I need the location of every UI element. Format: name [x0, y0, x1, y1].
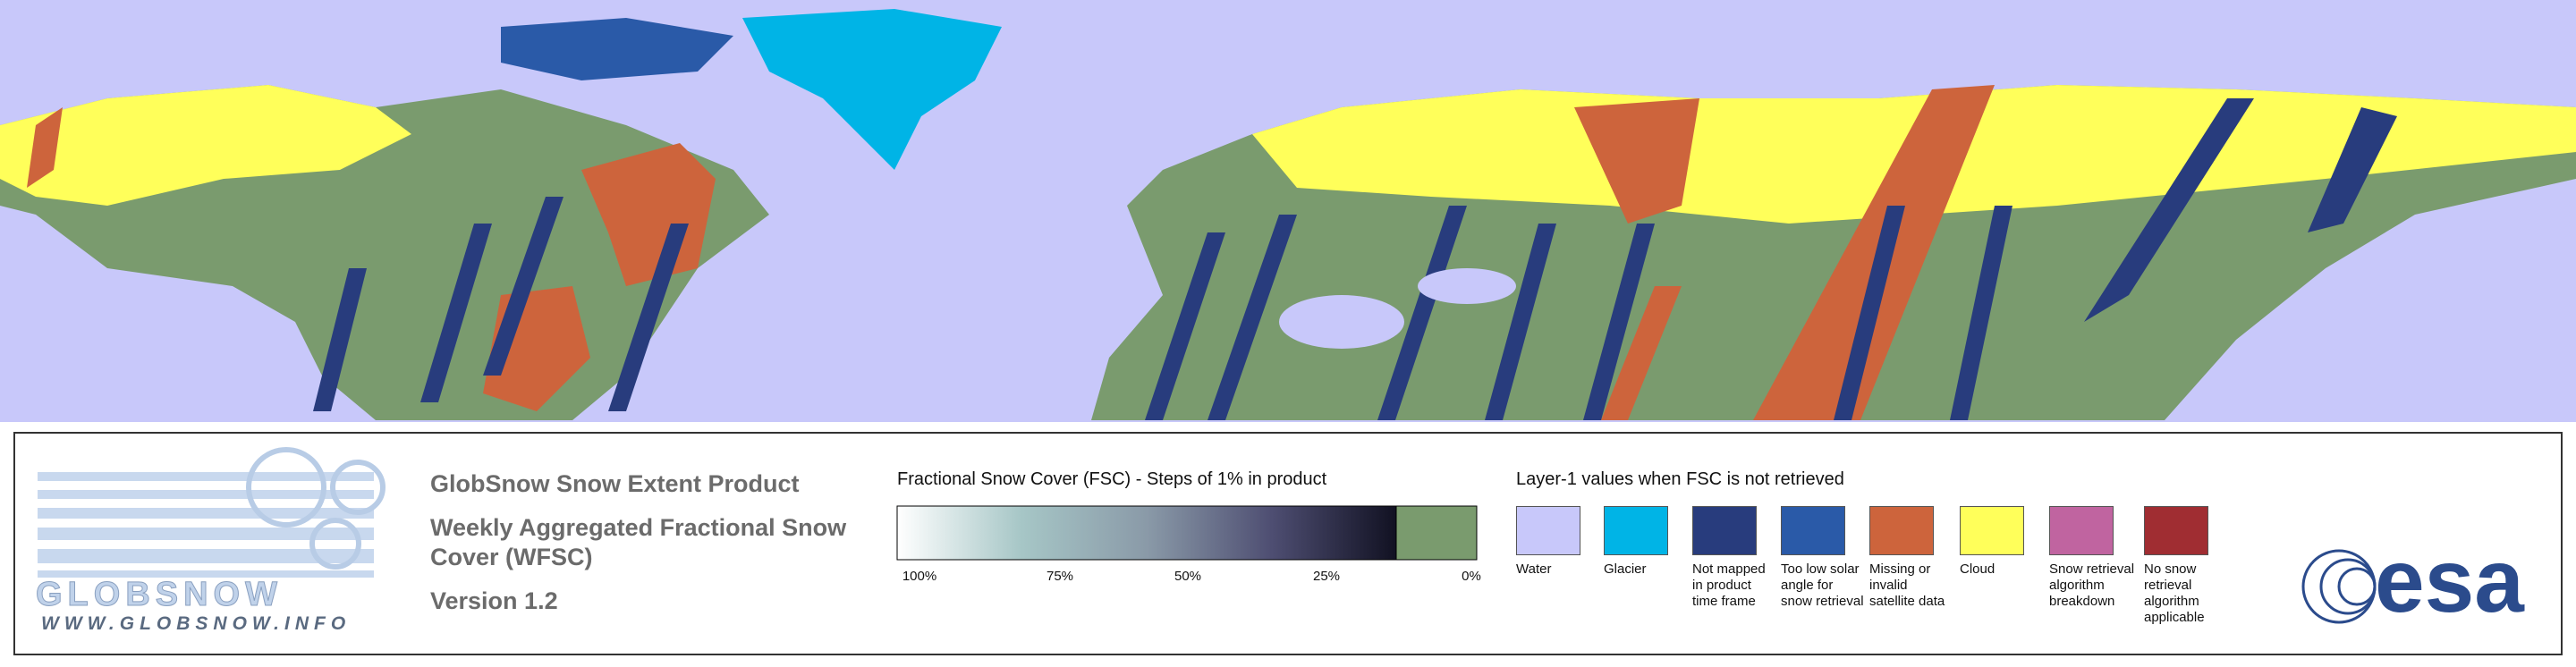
legend-swatch: [2049, 506, 2114, 555]
legend-swatch: [1516, 506, 1580, 555]
missing-area: [27, 107, 63, 188]
unmapped-stripe: [2084, 98, 2254, 322]
legend-label: Glacier: [1604, 561, 1647, 577]
fsc-tick-label: 25%: [1312, 569, 1341, 584]
product-subtitle: Weekly Aggregated Fractional Snow Cover …: [430, 514, 847, 570]
legend-label: Not mapped in product time frame: [1692, 561, 1766, 609]
product-title: GlobSnow Snow Extent Product: [430, 470, 800, 497]
legend-swatch: [1869, 506, 1934, 555]
inland-sea: [1279, 295, 1404, 349]
unmapped-stripe: [1377, 206, 1467, 420]
logo-url: WWW.GLOBSNOW.INFO: [41, 613, 352, 634]
legend-label: Cloud: [1960, 561, 1996, 577]
unmapped-stripe: [420, 224, 492, 402]
unmapped-stripe: [1834, 206, 1905, 420]
fsc-tick-label: 50%: [1174, 569, 1202, 584]
cloud-area: [0, 85, 411, 206]
arctic-islands: [501, 18, 733, 80]
logo-snowflakes: [246, 447, 386, 570]
unmapped-stripe: [1485, 224, 1556, 420]
esa-logo: esa: [2375, 531, 2524, 631]
unmapped-stripe: [1145, 232, 1225, 420]
missing-area: [1601, 286, 1682, 420]
land-greenland: [742, 9, 1002, 170]
unmapped-stripe: [313, 268, 367, 411]
fsc-tick-label: 100%: [902, 569, 937, 584]
unmapped-stripe: [483, 197, 564, 376]
esa-symbol: [2301, 549, 2377, 624]
legend-label: Missing or invalid satellite data: [1869, 561, 1945, 609]
fsc-tick-label: 75%: [1046, 569, 1074, 584]
product-version: Version 1.2: [430, 587, 558, 614]
missing-area: [581, 143, 716, 286]
missing-area: [1753, 85, 1995, 420]
missing-area: [1574, 98, 1699, 224]
unmapped-stripe: [1208, 215, 1297, 420]
fsc-tick-label: 0%: [1462, 569, 1481, 584]
legend-swatch: [1692, 506, 1757, 555]
legend-swatch: [2144, 506, 2208, 555]
legend-swatch: [1960, 506, 2024, 555]
legend-label: Too low solar angle for snow retrieval: [1781, 561, 1864, 609]
inland-sea: [1418, 268, 1516, 304]
legend-swatch: [1604, 506, 1668, 555]
unmapped-stripe: [1583, 224, 1655, 420]
unmapped-stripe: [2308, 107, 2397, 232]
legend-label: Snow retrieval algorithm breakdown: [2049, 561, 2135, 609]
logo-stripes: [38, 472, 374, 578]
unmapped-stripe: [1950, 206, 2012, 420]
fsc-title: Fractional Snow Cover (FSC) - Steps of 1…: [897, 469, 1327, 489]
legend-label: No snow retrieval algorithm applicable: [2144, 561, 2205, 625]
unmapped-stripe: [608, 224, 689, 411]
fsc-gradient: [896, 505, 1397, 561]
layer1-title: Layer-1 values when FSC is not retrieved: [1516, 469, 1844, 489]
logo-name: GLOBSNOW: [36, 576, 283, 614]
fsc-zero-box: [1395, 505, 1478, 561]
legend-swatch: [1781, 506, 1845, 555]
legend-label: Water: [1516, 561, 1552, 577]
